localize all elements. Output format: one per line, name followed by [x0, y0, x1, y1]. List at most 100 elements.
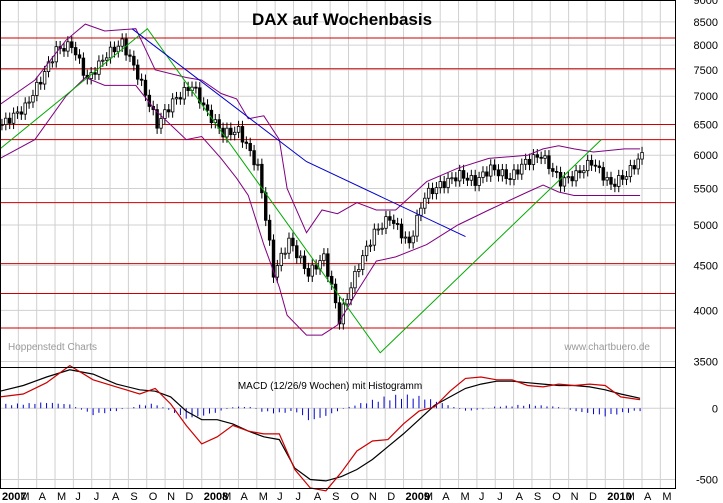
candle-body	[73, 47, 78, 56]
x-tick-label: M	[20, 491, 29, 503]
candle-body	[70, 41, 74, 48]
candle-body	[485, 171, 489, 177]
candle-body	[617, 175, 621, 187]
macd-y-tick-label: 0	[712, 403, 718, 415]
candle-body	[19, 111, 24, 115]
candle-body	[23, 102, 27, 115]
candle-body	[597, 165, 602, 168]
macd-line	[0, 369, 641, 482]
candle-body	[376, 228, 380, 231]
candle-body	[62, 48, 66, 52]
x-tick-label: M	[57, 491, 66, 503]
candle-body	[357, 269, 361, 272]
candle-body	[291, 237, 295, 247]
candle-body	[310, 264, 314, 277]
candle-body	[582, 170, 586, 174]
candle-body	[613, 183, 617, 187]
x-tick-label: S	[534, 491, 541, 503]
price-panel-grid	[0, 0, 675, 367]
upper-band-line	[0, 23, 641, 234]
candle-body	[636, 158, 640, 170]
candle-body	[170, 98, 175, 113]
candle-body	[539, 156, 543, 159]
y-tick-label: 8500	[694, 17, 718, 29]
candle-body	[527, 158, 532, 165]
candle-body	[39, 81, 43, 85]
candle-body	[554, 170, 559, 173]
candle-body	[574, 170, 578, 182]
candle-body	[35, 81, 39, 96]
candle-body	[415, 214, 419, 237]
chart-title: DAX auf Wochenbasis	[252, 10, 432, 29]
candle-body	[438, 181, 443, 189]
macd-title: MACD (12/26/9 Wochen) mit Histogramm	[238, 381, 422, 392]
candle-body	[457, 170, 462, 182]
candle-body	[337, 302, 342, 325]
y-tick-label: 4500	[694, 260, 718, 272]
candle-body	[108, 46, 113, 59]
candle-body	[198, 87, 202, 104]
candle-body	[66, 41, 70, 52]
candle-body	[620, 175, 625, 180]
candle-body	[423, 197, 427, 209]
candle-body	[256, 163, 260, 166]
x-tick-label: S	[332, 491, 339, 503]
candle-body	[155, 109, 159, 129]
candle-body	[531, 154, 536, 165]
candle-body	[465, 177, 470, 181]
candle-body	[287, 237, 291, 254]
candle-body	[461, 170, 466, 179]
candle-body	[275, 265, 280, 278]
y-tick-label: 9000	[694, 0, 718, 7]
candle-body	[469, 175, 474, 181]
candle-body	[624, 176, 629, 180]
x-tick-label: M	[461, 491, 470, 503]
x-tick-label: M	[662, 491, 671, 503]
candle-body	[27, 101, 31, 104]
candle-body	[201, 102, 206, 106]
candle-body	[570, 176, 574, 182]
x-tick-label: J	[479, 491, 485, 503]
candle-body	[454, 177, 458, 182]
candle-body	[392, 219, 396, 224]
x-tick-label: S	[130, 491, 137, 503]
candle-body	[333, 283, 338, 304]
x-tick-label: J	[94, 491, 100, 503]
macd-y-tick-label: -500	[696, 474, 718, 486]
candle-body	[232, 131, 237, 136]
candle-body	[7, 117, 12, 124]
candle-body	[260, 163, 264, 194]
candle-body	[446, 177, 450, 188]
candle-body	[353, 271, 357, 289]
x-tick-label: A	[644, 491, 652, 503]
x-tick-label: A	[442, 491, 450, 503]
macd-panel-frame	[0, 367, 676, 489]
watermark-right: www.chartbuero.de	[563, 342, 650, 353]
candle-body	[329, 275, 334, 285]
x-tick-label: N	[167, 491, 175, 503]
candle-body	[267, 219, 272, 241]
candle-body	[298, 255, 303, 259]
x-tick-label: J	[75, 491, 81, 503]
candle-body	[430, 187, 435, 195]
candle-body	[492, 164, 497, 171]
candle-body	[11, 112, 16, 124]
x-tick-label: 2009	[406, 491, 430, 503]
candle-body	[174, 97, 179, 100]
candle-body	[322, 253, 326, 261]
candle-body	[236, 126, 241, 133]
candle-body	[194, 86, 198, 89]
candle-body	[112, 46, 117, 53]
x-tick-label: M	[424, 491, 433, 503]
candle-body	[388, 216, 392, 221]
candle-body	[372, 228, 377, 246]
candle-body	[601, 167, 605, 181]
candle-body	[512, 169, 516, 180]
candle-body	[248, 142, 252, 152]
candle-body	[252, 150, 256, 166]
candle-body	[120, 38, 124, 47]
y-tick-label: 3500	[694, 356, 718, 368]
candle-body	[535, 154, 539, 158]
x-tick-label: N	[369, 491, 377, 503]
